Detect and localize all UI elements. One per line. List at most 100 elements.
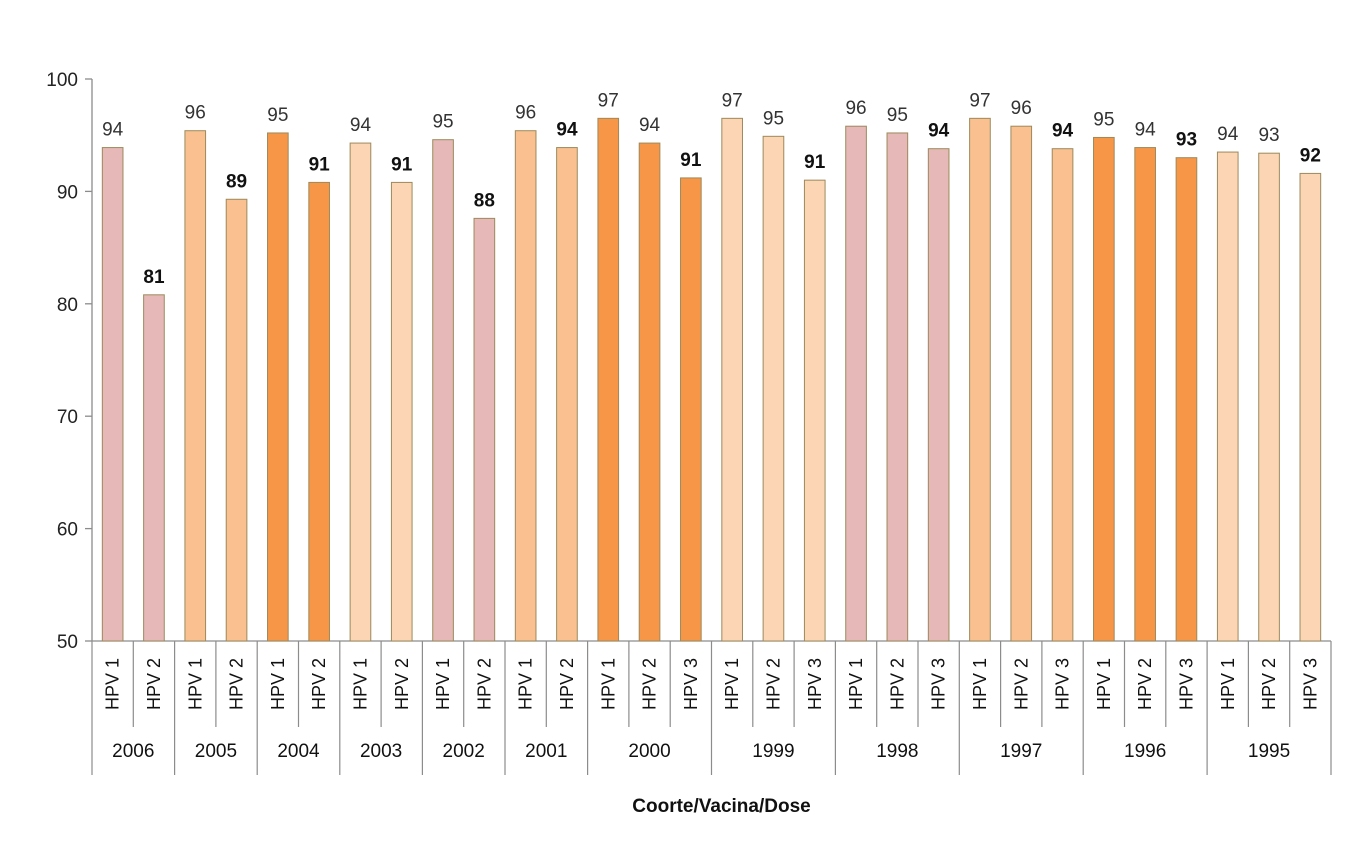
bar-1998-hpv1 — [845, 125, 867, 642]
x-dose-label: HPV 3 — [805, 658, 825, 710]
bar-1999-hpv2 — [762, 135, 785, 642]
y-tick-label: 80 — [57, 295, 78, 316]
bar-value-label: 94 — [350, 115, 372, 136]
bar-2005-hpv2 — [225, 198, 248, 642]
x-dose-label: HPV 1 — [185, 658, 205, 710]
bar-value-label: 81 — [143, 267, 165, 288]
x-cohort-label: 2001 — [525, 741, 567, 762]
bar-2002-hpv2 — [473, 217, 496, 642]
bar-value-label: 94 — [1135, 120, 1157, 141]
bar-value-label: 96 — [1011, 98, 1032, 119]
bar-value-label: 92 — [1300, 145, 1321, 166]
x-dose-label: HPV 1 — [350, 658, 370, 710]
x-dose-label: HPV 3 — [681, 658, 701, 710]
y-tick-label: 50 — [57, 632, 78, 653]
bar-1995-hpv2 — [1258, 152, 1280, 642]
x-dose-label: HPV 2 — [640, 658, 660, 710]
x-dose-label: HPV 3 — [1053, 658, 1073, 710]
bar-value-label: 95 — [763, 108, 784, 129]
bar-1995-hpv3 — [1299, 172, 1322, 642]
x-dose-label: HPV 1 — [433, 658, 453, 710]
bar-1999-hpv3 — [803, 179, 826, 642]
x-cohort-label: 2005 — [195, 741, 237, 762]
y-tick-label: 100 — [46, 70, 78, 91]
bar-2001-hpv1 — [514, 130, 537, 642]
x-dose-label: HPV 2 — [557, 658, 577, 710]
bar-value-label: 88 — [474, 190, 495, 211]
x-cohort-label: 2003 — [360, 741, 402, 762]
x-dose-label: HPV 1 — [598, 658, 618, 710]
bar-value-label: 94 — [1217, 124, 1239, 145]
bar-2004-hpv2 — [308, 181, 330, 642]
bar-value-label: 95 — [887, 105, 908, 126]
bar-value-label: 91 — [391, 154, 413, 175]
bar-value-label: 91 — [680, 150, 702, 171]
x-dose-label: HPV 1 — [516, 658, 536, 710]
x-cohort-label: 1999 — [752, 741, 794, 762]
bar-value-label: 94 — [1052, 121, 1074, 142]
x-dose-label: HPV 2 — [227, 658, 247, 710]
bar-2003-hpv2 — [390, 181, 413, 642]
x-dose-label: HPV 1 — [103, 658, 123, 710]
bar-value-label: 95 — [432, 112, 453, 133]
bar-value-label: 97 — [722, 90, 743, 111]
x-cohort-label: 2006 — [112, 741, 154, 762]
bar-2000-hpv3 — [680, 177, 702, 642]
data-labels: 94 81 96 89 95 91 94 91 95 88 96 94 97 94 91 97 95 91 96 95… — [102, 90, 1321, 287]
bar-value-label: 97 — [969, 90, 990, 111]
bar-2001-hpv2 — [556, 147, 578, 642]
bar-1996-hpv1 — [1093, 136, 1115, 642]
x-cohort-label: 2002 — [443, 741, 485, 762]
bar-value-label: 96 — [515, 103, 536, 124]
bar-value-label: 94 — [102, 120, 124, 141]
x-cohort-label: 1995 — [1248, 741, 1290, 762]
x-dose-label: HPV 1 — [1218, 658, 1238, 710]
bar-1996-hpv2 — [1134, 147, 1156, 642]
x-dose-label: HPV 2 — [474, 658, 494, 710]
bar-value-label: 94 — [556, 120, 578, 141]
bar-2000-hpv1 — [597, 117, 620, 642]
bar-1997-hpv2 — [1010, 125, 1033, 642]
bar-value-label: 96 — [845, 98, 866, 119]
bar-2006-hpv2 — [143, 294, 165, 642]
bar-value-label: 93 — [1258, 125, 1279, 146]
x-dose-label: HPV 2 — [1135, 658, 1155, 710]
x-dose-label: HPV 2 — [887, 658, 907, 710]
bar-2003-hpv1 — [349, 142, 372, 642]
y-tick-label: 90 — [57, 182, 78, 203]
x-axis: HPV 1 HPV 2 2006 HPV 1 HPV 2 2005 HPV 1 HPV 2 20… — [91, 640, 1332, 775]
x-dose-label: HPV 2 — [309, 658, 329, 710]
bar-2006-hpv1 — [101, 147, 124, 642]
bar-value-label: 97 — [598, 90, 619, 111]
x-dose-label: HPV 2 — [392, 658, 412, 710]
bar-value-label: 91 — [309, 154, 331, 175]
bar-value-label: 94 — [639, 115, 661, 136]
x-dose-label: HPV 3 — [1300, 658, 1320, 710]
x-dose-label: HPV 3 — [1176, 658, 1196, 710]
bar-value-label: 95 — [267, 105, 288, 126]
x-dose-label: HPV 3 — [929, 658, 949, 710]
bar-1997-hpv3 — [1051, 148, 1074, 642]
bar-1998-hpv2 — [886, 132, 909, 642]
x-dose-label: HPV 2 — [1259, 658, 1279, 710]
bar-value-label: 94 — [928, 121, 950, 142]
bar-2000-hpv2 — [638, 142, 661, 642]
x-dose-label: HPV 1 — [846, 658, 866, 710]
x-axis-title: Coorte/Vacina/Dose — [632, 796, 810, 817]
bar-2005-hpv1 — [184, 130, 207, 642]
x-dose-label: HPV 1 — [268, 658, 288, 710]
bar-1997-hpv1 — [969, 117, 991, 642]
bar-1998-hpv3 — [927, 148, 950, 642]
x-cohort-label: 1996 — [1124, 741, 1166, 762]
y-tick-label: 70 — [57, 407, 78, 428]
x-dose-label: HPV 2 — [144, 658, 164, 710]
bar-1999-hpv1 — [721, 117, 743, 642]
bar-value-label: 93 — [1176, 130, 1197, 151]
bar-value-label: 95 — [1093, 109, 1114, 130]
x-cohort-label: 2000 — [628, 741, 670, 762]
x-dose-label: HPV 1 — [1094, 658, 1114, 710]
bar-2002-hpv1 — [432, 139, 454, 642]
x-cohort-label: 2004 — [277, 741, 320, 762]
